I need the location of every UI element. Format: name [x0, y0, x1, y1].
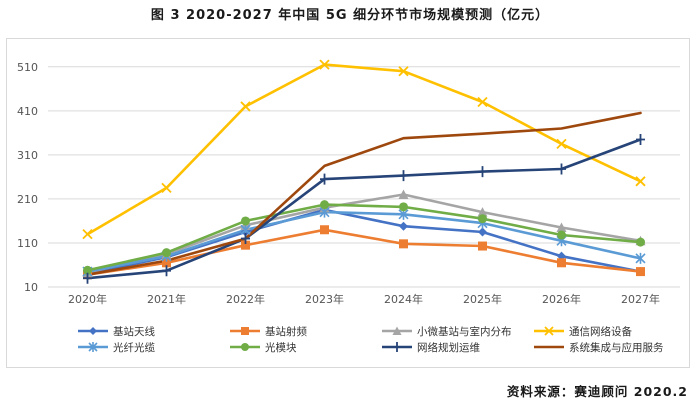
data-point	[556, 138, 567, 150]
y-tick-label: 210	[17, 193, 38, 206]
data-point	[241, 240, 250, 250]
data-point	[477, 207, 488, 217]
data-point	[240, 101, 251, 112]
data-point	[320, 173, 329, 185]
data-point	[478, 241, 487, 251]
legend-item: 基站射频	[230, 325, 307, 338]
data-point	[399, 239, 408, 249]
data-point	[557, 258, 566, 268]
series-lines	[86, 63, 642, 280]
chart-title: 图 3 2020-2027 年中国 5G 细分环节市场规模预测（亿元）	[150, 8, 550, 23]
data-point	[393, 342, 401, 352]
series-line	[86, 193, 642, 274]
data-point	[241, 216, 250, 226]
series-markers	[82, 59, 646, 284]
series-line	[86, 228, 642, 277]
data-point	[161, 182, 172, 194]
legend-item: 网络规划运维	[382, 341, 480, 354]
data-point	[544, 326, 554, 336]
data-point	[478, 227, 487, 237]
series-line	[86, 138, 642, 280]
y-tick-label: 10	[24, 281, 38, 294]
data-point	[556, 222, 567, 233]
x-tick-label: 2023年	[305, 292, 344, 306]
data-source: 资料来源：赛迪顾问 2020.2	[506, 384, 688, 399]
legend-label: 基站天线	[113, 325, 155, 338]
x-tick-label: 2024年	[384, 292, 423, 306]
legend-label: 小微基站与室内分布	[417, 325, 512, 338]
data-point	[162, 265, 171, 277]
series-line	[86, 210, 642, 273]
data-point	[392, 326, 402, 335]
x-tick-label: 2020年	[68, 292, 107, 306]
series-line	[86, 203, 642, 272]
data-point	[478, 214, 487, 224]
y-tick-label: 510	[17, 61, 38, 74]
legend-label: 网络规划运维	[417, 341, 480, 354]
data-point	[83, 265, 92, 275]
data-point	[636, 133, 645, 145]
y-axis-ticks: 10 110 210 310 410 510	[17, 61, 38, 294]
data-point	[477, 96, 488, 108]
chart-frame	[6, 38, 690, 368]
data-point	[89, 327, 97, 335]
data-point	[635, 176, 646, 187]
legend-label: 光模块	[265, 341, 297, 354]
data-point	[241, 233, 250, 245]
data-point	[635, 252, 646, 264]
data-point	[636, 267, 645, 277]
data-point	[399, 170, 408, 182]
x-tick-label: 2027年	[621, 292, 660, 306]
data-point	[162, 258, 171, 268]
series-line	[86, 63, 642, 236]
data-point	[83, 272, 92, 284]
legend-label: 系统集成与应用服务	[569, 341, 664, 354]
x-tick-label: 2021年	[147, 292, 186, 306]
x-axis-ticks: 2020年 2021年 2022年 2023年 2024年 2025年 2026年 2027年	[68, 292, 660, 306]
data-point	[636, 237, 645, 247]
data-point	[88, 342, 98, 352]
y-tick-label: 310	[17, 149, 38, 162]
y-tick-label: 110	[17, 237, 38, 250]
legend-item: 小微基站与室内分布	[382, 325, 512, 338]
data-point	[398, 66, 409, 77]
data-point	[82, 229, 93, 240]
data-point	[241, 343, 249, 351]
legend-label: 基站射频	[265, 325, 307, 338]
legend-item: 通信网络设备	[534, 325, 632, 338]
x-tick-label: 2022年	[226, 292, 265, 306]
data-point	[399, 221, 408, 231]
data-point	[319, 59, 330, 70]
data-point	[557, 163, 566, 175]
x-tick-label: 2025年	[463, 292, 502, 306]
legend-item: 系统集成与应用服务	[534, 341, 664, 354]
legend-label: 通信网络设备	[569, 325, 632, 338]
y-tick-label: 410	[17, 105, 38, 118]
legend-item: 光纤光缆	[78, 341, 155, 354]
series-line	[86, 111, 642, 277]
legend-item: 基站天线	[78, 325, 155, 338]
data-point	[557, 230, 566, 240]
data-point	[399, 202, 408, 212]
legend-label: 光纤光缆	[113, 341, 155, 354]
x-tick-label: 2026年	[542, 292, 581, 306]
data-point	[241, 327, 249, 335]
data-point	[320, 225, 329, 235]
data-point	[478, 166, 487, 178]
data-point	[398, 189, 409, 200]
data-point	[162, 248, 171, 258]
legend-item: 光模块	[230, 341, 297, 354]
data-point	[320, 200, 329, 210]
